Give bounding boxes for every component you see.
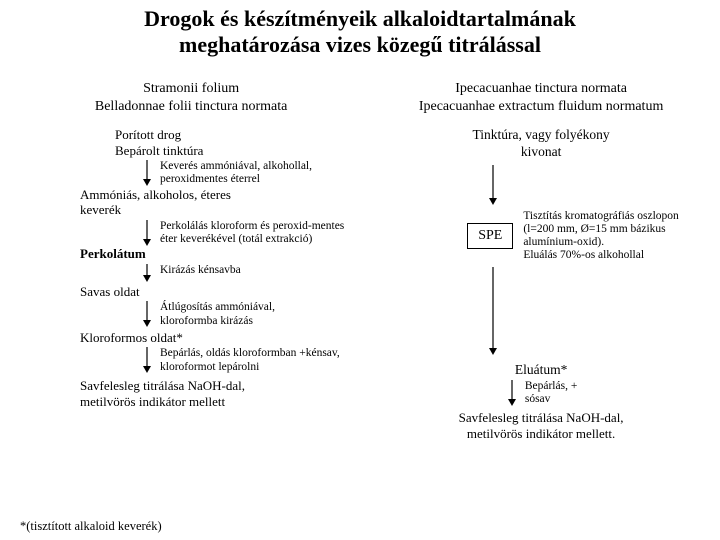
left-row-sub3: Kirázás kénsavba [20, 264, 362, 282]
left-step-1b: Bepárolt tinktúra [20, 143, 362, 159]
left-step-6: Savfelesleg titrálása NaOH-dal, metilvör… [20, 378, 362, 409]
right-step-1: Tinktúra, vagy folyékony kivonat [372, 127, 710, 161]
left-row-sub1: Keverés ammóniával, alkohollal, peroxidm… [20, 160, 362, 186]
left-step-5: Kloroformos oldat* [20, 330, 362, 346]
right-header: Ipecacuanhae tinctura normata Ipecacuanh… [372, 80, 710, 115]
spe-row: SPE Tisztítás kromatográfiás oszlopon (l… [372, 210, 710, 263]
left-step-3: Perkolátum [20, 246, 362, 262]
left-row-sub5: Bepárlás, oldás kloroformban +kénsav, kl… [20, 347, 362, 373]
arrow-icon [140, 347, 154, 373]
left-step-1a: Porított drog [20, 127, 362, 143]
arrow-icon [505, 380, 519, 406]
title-line1: Drogok és készítményeik alkaloidtartalmá… [0, 6, 720, 32]
right-step-3: Savfelesleg titrálása NaOH-dal, metilvör… [372, 410, 710, 442]
left-step-4: Savas oldat [20, 284, 362, 300]
right-header-l1: Ipecacuanhae tinctura normata [372, 80, 710, 98]
left-sub3: Kirázás kénsavba [160, 264, 241, 277]
spe-box: SPE [467, 223, 513, 249]
spe-side-note: Tisztítás kromatográfiás oszlopon (l=200… [523, 210, 683, 263]
title-line2: meghatározása vizes közegű titrálással [0, 32, 720, 58]
left-header-l1: Stramonii folium [20, 80, 362, 98]
left-sub2: Perkolálás kloroform és peroxid-mentes é… [160, 220, 344, 246]
right-sub2: Bepárlás, + sósav [525, 380, 577, 406]
left-sub5: Bepárlás, oldás kloroformban +kénsav, kl… [160, 347, 340, 373]
arrow-down-right-2 [372, 267, 710, 360]
arrow-icon [140, 264, 154, 282]
left-header: Stramonii folium Belladonnae folii tinct… [20, 80, 362, 115]
columns: Stramonii folium Belladonnae folii tinct… [0, 80, 720, 442]
left-row-sub4: Átlúgosítás ammóniával, kloroformba kirá… [20, 301, 362, 327]
left-row-sub2: Perkolálás kloroform és peroxid-mentes é… [20, 220, 362, 246]
left-column: Stramonii folium Belladonnae folii tinct… [0, 80, 367, 442]
arrow-icon [140, 301, 154, 327]
left-sub1: Keverés ammóniával, alkohollal, peroxidm… [160, 160, 312, 186]
right-header-l2: Ipecacuanhae extractum fluidum normatum [372, 98, 710, 116]
left-header-l2: Belladonnae folii tinctura normata [20, 98, 362, 116]
left-step-2b: keverék [20, 202, 362, 218]
page-title: Drogok és készítményeik alkaloidtartalmá… [0, 0, 720, 59]
arrow-icon [140, 220, 154, 246]
right-step-2: Eluátum* [372, 362, 710, 378]
right-row-sub2: Bepárlás, + sósav [372, 380, 710, 406]
footnote: *(tisztított alkaloid keverék) [20, 519, 162, 534]
right-column: Ipecacuanhae tinctura normata Ipecacuanh… [367, 80, 720, 442]
arrow-icon [140, 160, 154, 186]
arrow-down-right-1 [372, 165, 710, 210]
left-step-2a: Ammóniás, alkoholos, éteres [20, 187, 362, 203]
left-sub4: Átlúgosítás ammóniával, kloroformba kirá… [160, 301, 275, 327]
